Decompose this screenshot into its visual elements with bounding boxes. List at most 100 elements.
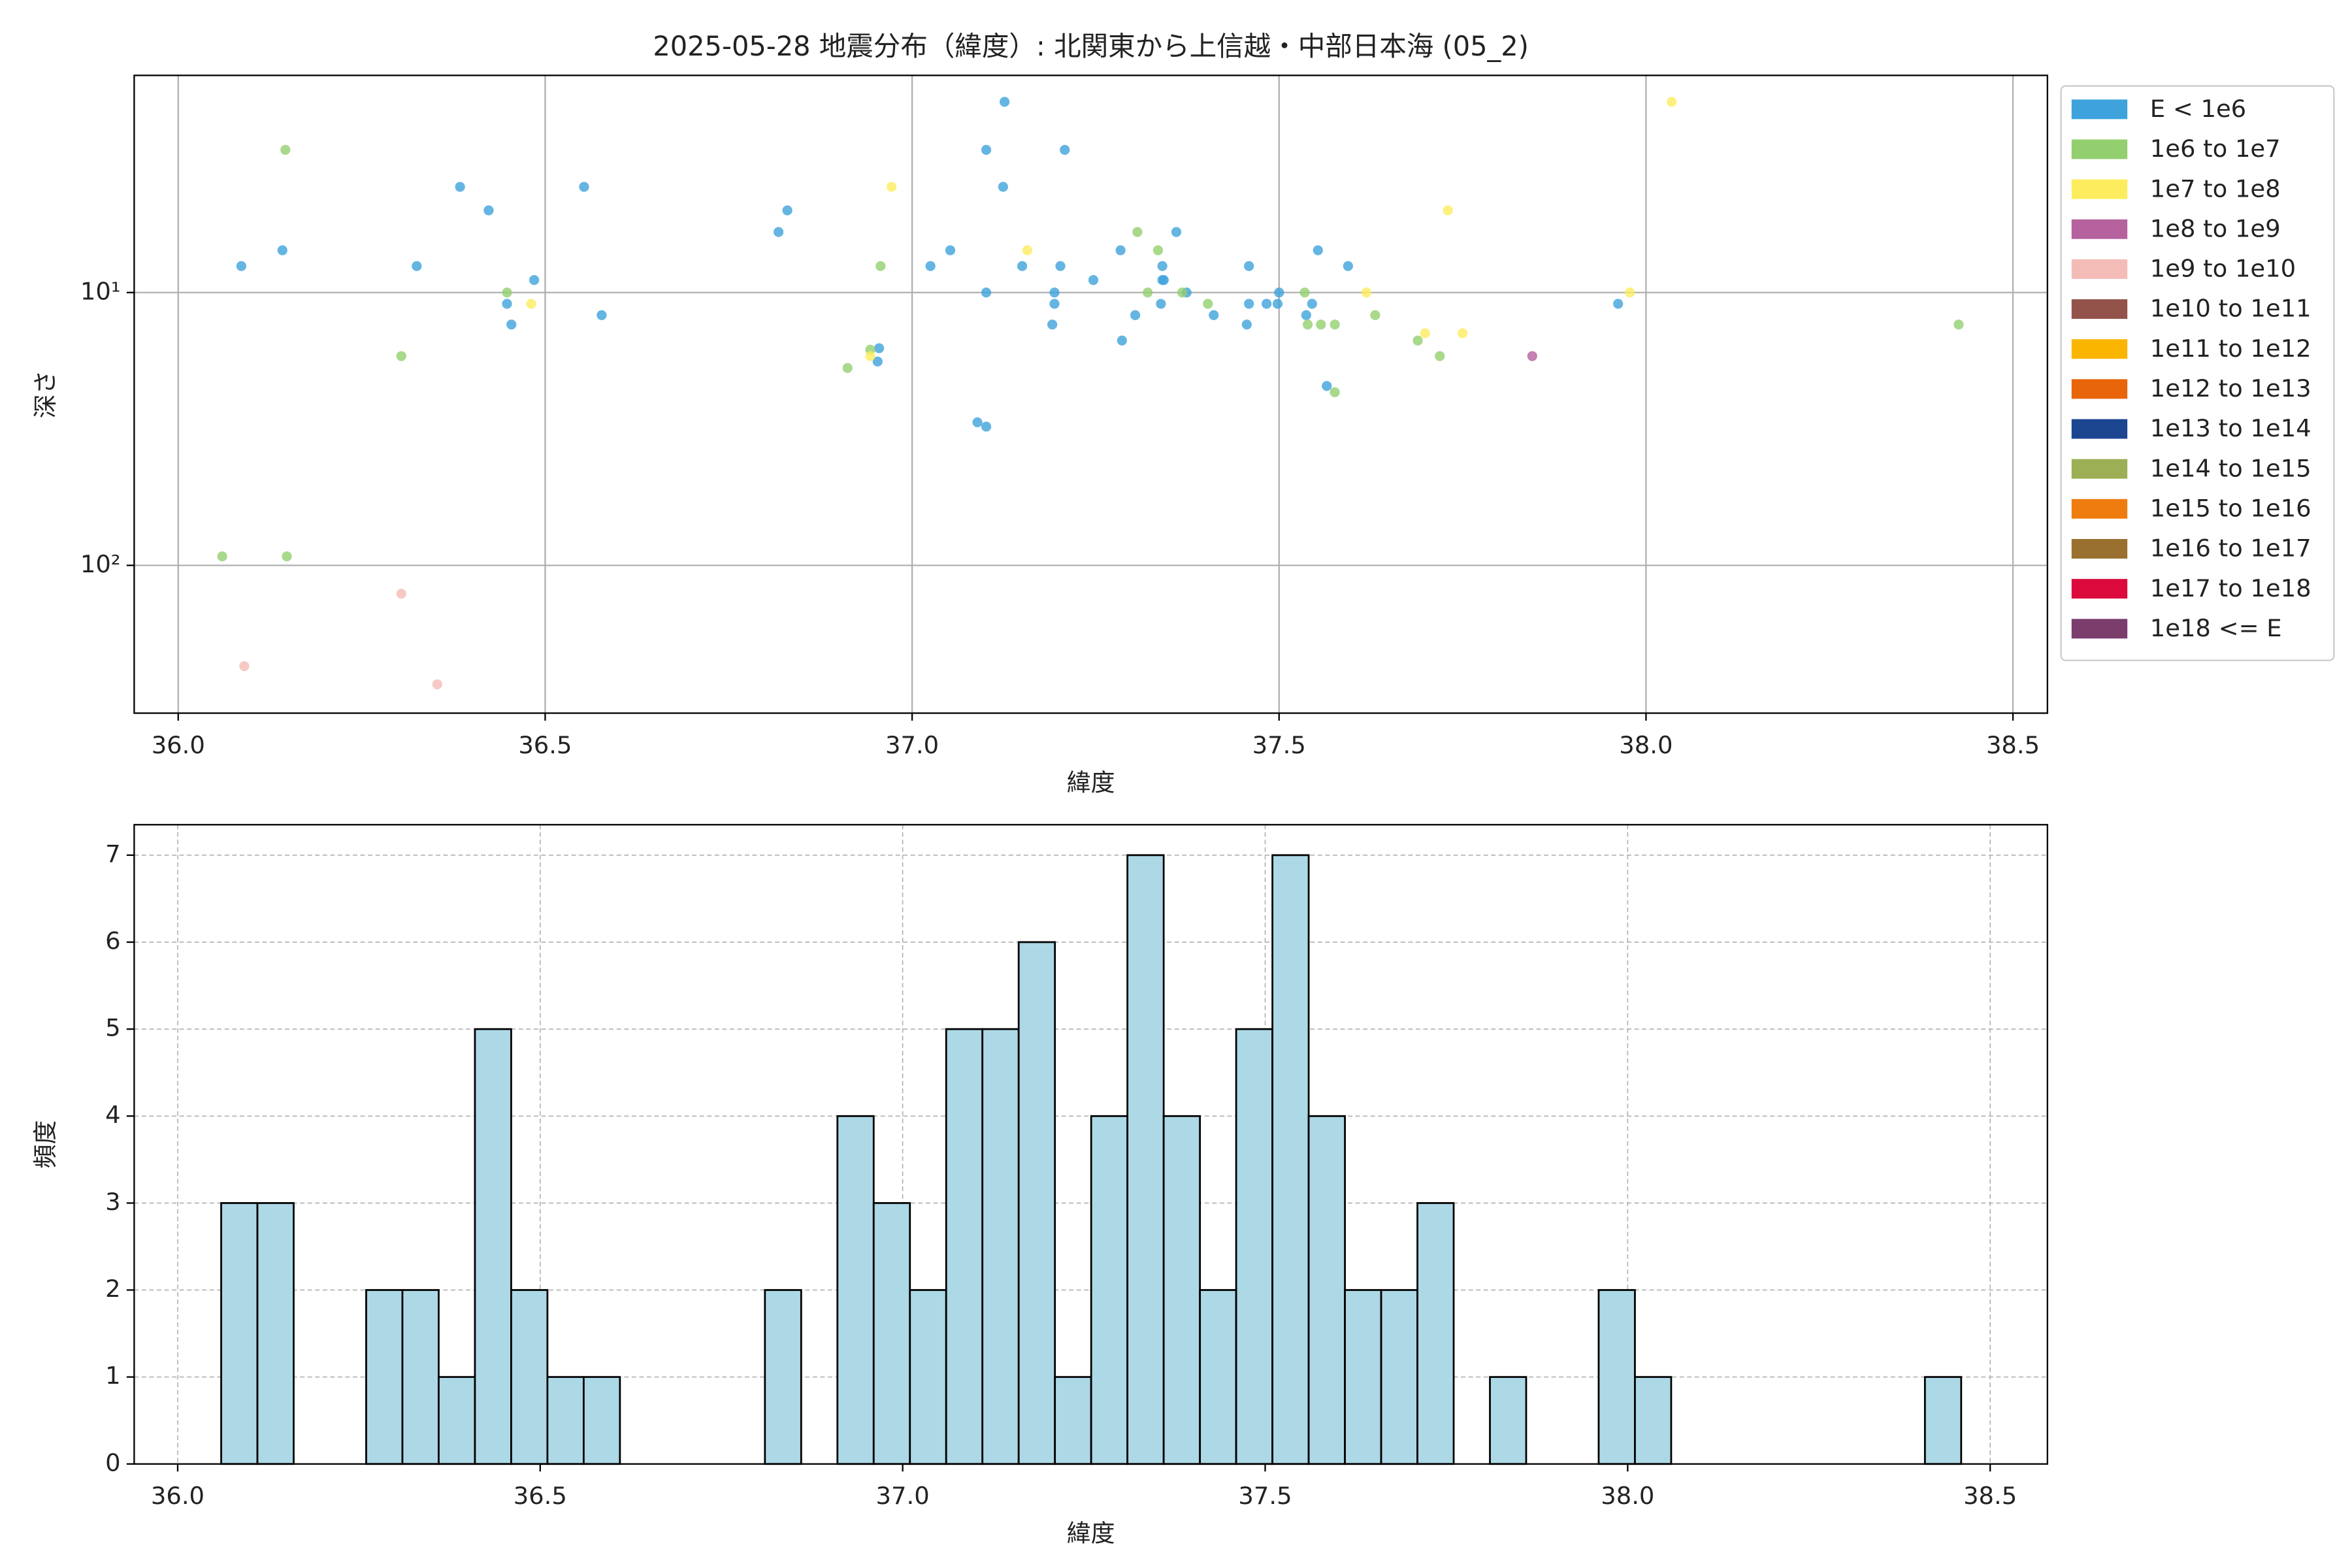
point	[502, 287, 512, 298]
point	[1241, 319, 1252, 330]
point	[1049, 287, 1060, 298]
point	[1420, 328, 1430, 338]
legend-label: E < 1e6	[2150, 95, 2246, 123]
point	[1152, 245, 1164, 255]
point	[1953, 319, 1964, 330]
bar	[872, 1202, 911, 1465]
point	[887, 182, 897, 192]
x-tick-label: 37.5	[1252, 731, 1306, 759]
legend-swatch	[2071, 539, 2128, 559]
bar	[1489, 1376, 1527, 1465]
axes-frame	[133, 74, 2048, 714]
point	[1361, 287, 1372, 298]
point	[236, 261, 247, 271]
point	[1156, 299, 1166, 309]
point	[396, 351, 406, 361]
x-tick-label: 38.5	[1986, 731, 2040, 759]
bar	[220, 1202, 259, 1465]
point	[782, 205, 792, 216]
bar	[1162, 1115, 1201, 1465]
bar	[1235, 1028, 1273, 1465]
y-tick-label: 7	[105, 840, 120, 868]
x-tick-label: 36.0	[152, 731, 205, 759]
legend-swatch	[2071, 139, 2128, 159]
point	[1625, 287, 1635, 298]
x-tick-label: 37.0	[876, 1482, 930, 1510]
point	[1203, 299, 1213, 309]
legend-label: 1e7 to 1e8	[2150, 174, 2281, 203]
point	[1272, 299, 1283, 309]
x-axis-label: 緯度	[1067, 1520, 1115, 1548]
legend-label: 1e13 to 1e14	[2150, 414, 2311, 442]
legend-box	[2060, 85, 2335, 661]
y-tick-label: 1	[105, 1362, 120, 1390]
point	[483, 205, 494, 216]
x-axis-label: 緯度	[1067, 769, 1115, 797]
point	[1527, 351, 1537, 361]
point	[596, 310, 607, 320]
legend-swatch	[2071, 498, 2128, 519]
legend-label: 1e9 to 1e10	[2150, 255, 2296, 283]
y-tick-label: 0	[105, 1448, 120, 1477]
bar	[583, 1376, 621, 1465]
point	[579, 182, 589, 192]
point	[981, 287, 992, 298]
point	[239, 661, 250, 672]
point	[502, 299, 512, 309]
bar	[1090, 1115, 1129, 1465]
legend-swatch	[2071, 459, 2128, 479]
point	[1049, 299, 1060, 309]
legend-swatch	[2071, 379, 2128, 399]
legend-swatch	[2071, 219, 2128, 239]
point	[1055, 261, 1066, 271]
point	[1209, 310, 1219, 320]
point	[1307, 299, 1317, 309]
point	[1244, 261, 1254, 271]
point	[1132, 227, 1143, 237]
bar	[546, 1376, 585, 1465]
legend-label: 1e15 to 1e16	[2150, 495, 2311, 523]
point	[981, 421, 992, 432]
bar	[764, 1289, 802, 1465]
point	[529, 275, 540, 286]
point	[1000, 97, 1010, 107]
x-tick-label: 38.5	[1963, 1482, 2017, 1510]
y-tick-label: 3	[105, 1188, 120, 1216]
legend-label: 1e6 to 1e7	[2150, 135, 2281, 163]
point	[432, 679, 442, 690]
point	[1274, 287, 1284, 298]
x-tick-label: 37.5	[1238, 1482, 1292, 1510]
bar	[1923, 1376, 1963, 1465]
axes-frame	[133, 824, 2048, 1465]
point	[526, 299, 536, 309]
legend-swatch	[2071, 179, 2128, 199]
y-tick-label: 6	[105, 927, 120, 955]
point	[925, 261, 936, 271]
legend-swatch	[2071, 299, 2128, 319]
point	[981, 144, 992, 155]
bar	[981, 1028, 1020, 1465]
point	[1017, 261, 1028, 271]
x-tick-label: 36.0	[151, 1482, 204, 1510]
legend-swatch	[2071, 99, 2128, 120]
y-axis-label: 深さ	[31, 370, 59, 419]
bar	[1307, 1115, 1346, 1465]
point	[1301, 310, 1311, 320]
point	[1299, 287, 1310, 298]
point	[1313, 245, 1323, 255]
point	[396, 589, 406, 599]
x-tick-label: 37.0	[885, 731, 939, 759]
legend-swatch	[2071, 419, 2128, 439]
bar	[1634, 1376, 1673, 1465]
y-tick-label: 10²	[80, 550, 121, 578]
bar	[438, 1376, 476, 1465]
legend-label: 1e12 to 1e13	[2150, 374, 2311, 402]
point	[1060, 144, 1070, 155]
point	[1330, 387, 1340, 398]
point	[774, 227, 784, 237]
bar	[1054, 1376, 1092, 1465]
bar	[1126, 854, 1165, 1465]
legend-label: 1e10 to 1e11	[2150, 295, 2311, 323]
x-tick-label: 36.5	[518, 731, 572, 759]
